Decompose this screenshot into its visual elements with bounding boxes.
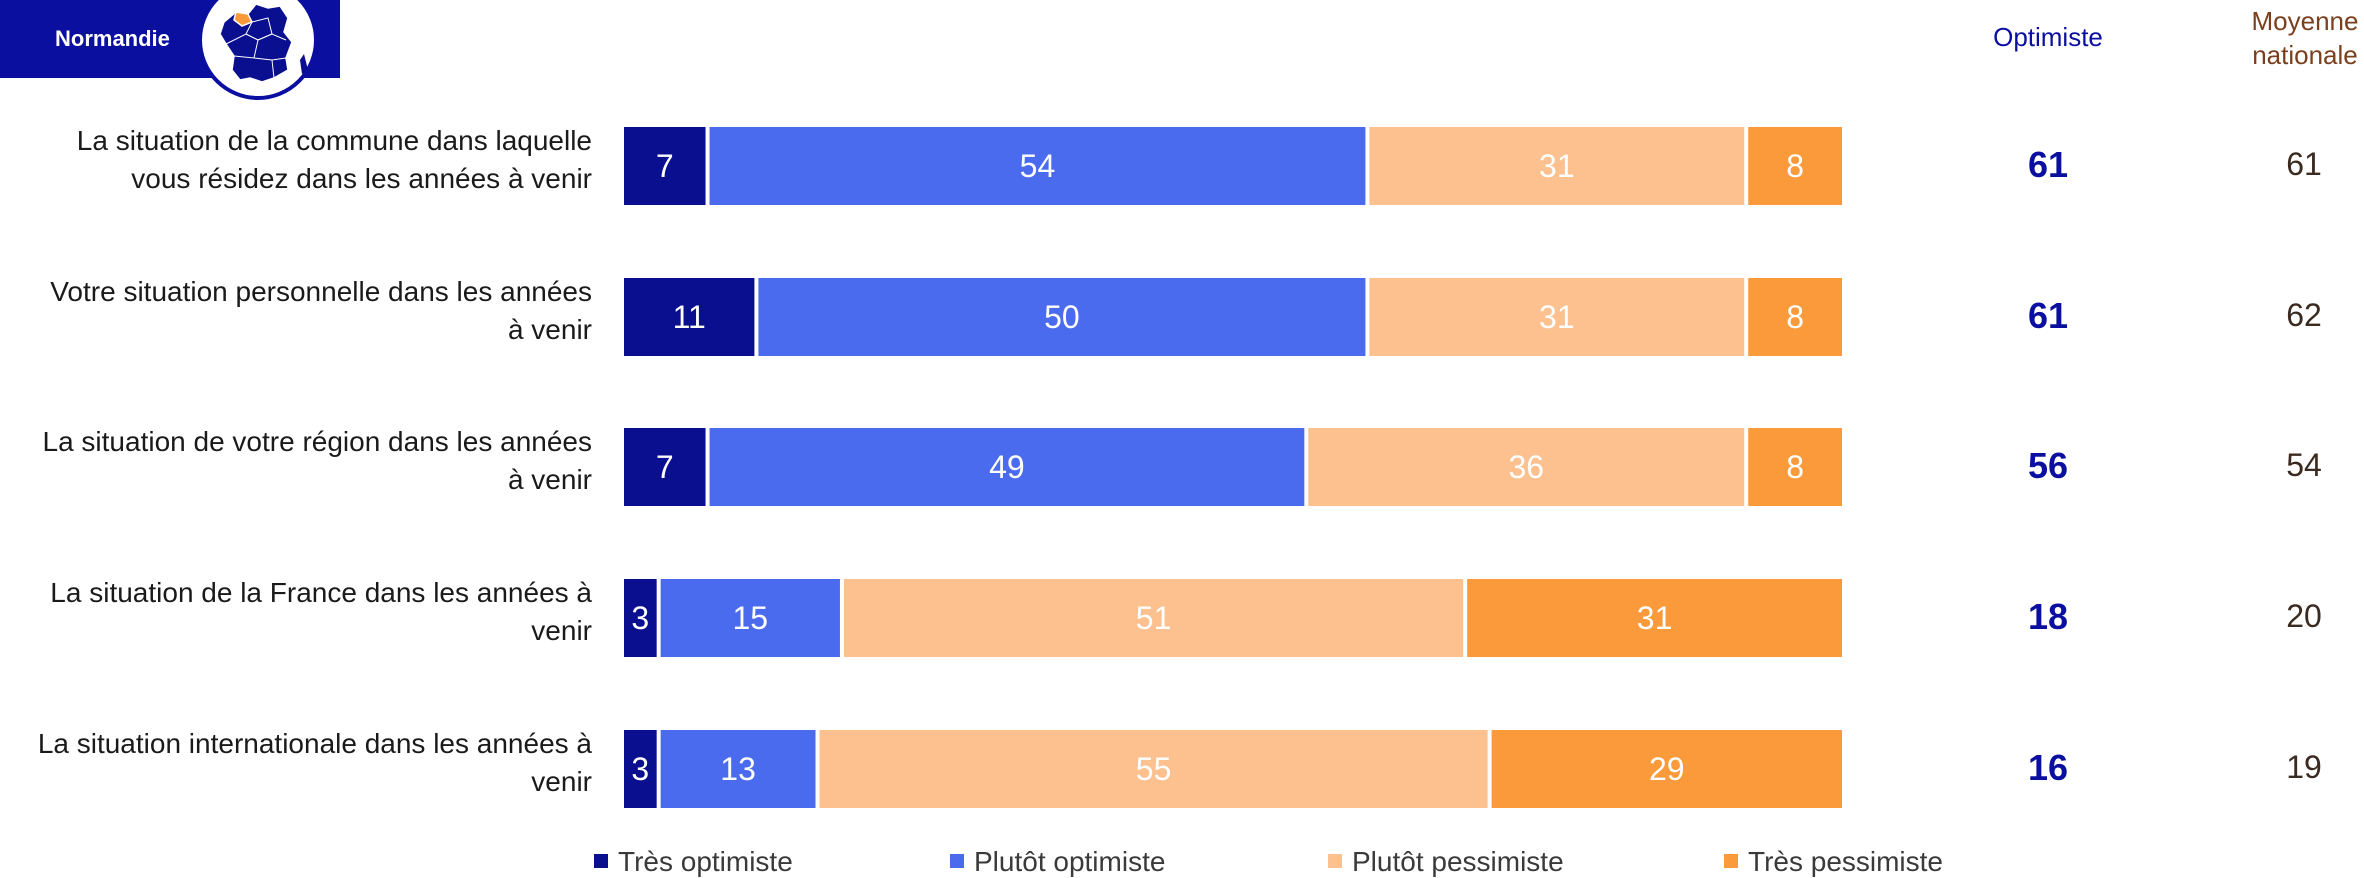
bar-label-tres-optimiste-row-4: 3	[631, 600, 649, 636]
bar-label-plutot-pessimiste-row-5: 55	[1136, 751, 1172, 787]
legend-swatch-plutot-optimiste	[950, 854, 964, 868]
moyenne-nationale-value-row-1: 61	[2286, 146, 2322, 182]
row-label-5-line-2: venir	[531, 766, 592, 797]
bar-tres-pessimiste-row-1	[1748, 127, 1842, 205]
bar-label-tres-optimiste-row-1: 7	[656, 148, 674, 184]
row-label-4-line-1: La situation de la France dans les année…	[50, 577, 592, 608]
legend-item-tres-optimiste: Très optimiste	[594, 846, 793, 877]
bar-plutot-pessimiste-row-4	[843, 579, 1464, 657]
row-label-4-line-2: venir	[531, 615, 592, 646]
legend-label-plutot-pessimiste: Plutôt pessimiste	[1352, 846, 1564, 877]
legend-label-tres-pessimiste: Très pessimiste	[1748, 846, 1944, 877]
bar-label-tres-optimiste-row-5: 3	[631, 751, 649, 787]
bar-tres-optimiste-row-1	[624, 127, 706, 205]
moyenne-nationale-column-header: Moyenne nationale	[2190, 4, 2364, 72]
bar-plutot-pessimiste-row-2	[1369, 278, 1745, 356]
bar-label-plutot-pessimiste-row-3: 36	[1508, 449, 1544, 485]
optimiste-value-row-2: 61	[2027, 295, 2069, 336]
optimiste-value-row-4: 18	[2027, 596, 2069, 637]
legend-item-tres-pessimiste: Très pessimiste	[1724, 846, 1944, 877]
legend-swatch-plutot-pessimiste	[1328, 854, 1342, 868]
bar-label-tres-pessimiste-row-4: 31	[1637, 600, 1673, 636]
row-label-5-line-1: La situation internationale dans les ann…	[37, 728, 592, 759]
row-label-1-line-2: vous résidez dans les années à venir	[131, 163, 592, 194]
optimiste-value-row-5: 16	[2027, 747, 2069, 788]
bar-tres-pessimiste-row-2	[1748, 278, 1842, 356]
legend-swatch-tres-optimiste	[594, 854, 608, 868]
bar-plutot-optimiste-row-2	[758, 278, 1366, 356]
row-label-2-line-1: Votre situation personnelle dans les ann…	[50, 276, 592, 307]
bar-label-tres-pessimiste-row-1: 8	[1786, 148, 1804, 184]
bar-plutot-optimiste-row-1	[709, 127, 1366, 205]
bar-plutot-optimiste-row-5	[660, 730, 816, 808]
bar-tres-optimiste-row-2	[624, 278, 755, 356]
optimiste-column-header: Optimiste	[1993, 22, 2103, 52]
legend-item-plutot-optimiste: Plutôt optimiste	[950, 846, 1166, 877]
france-map-icon	[198, 0, 318, 100]
bar-label-plutot-optimiste-row-2: 50	[1044, 299, 1080, 335]
row-label-5: La situation internationale dans les ann…	[0, 725, 592, 801]
bar-plutot-pessimiste-row-1	[1369, 127, 1745, 205]
legend-label-plutot-optimiste: Plutôt optimiste	[974, 846, 1166, 877]
bar-label-tres-optimiste-row-2: 11	[673, 299, 706, 335]
bar-plutot-optimiste-row-4	[660, 579, 840, 657]
row-label-2: Votre situation personnelle dans les ann…	[0, 273, 592, 349]
moyenne-header-line1: Moyenne	[2251, 6, 2359, 36]
bar-label-tres-pessimiste-row-5: 29	[1649, 751, 1685, 787]
bar-tres-optimiste-row-4	[624, 579, 657, 657]
moyenne-nationale-value-row-4: 20	[2286, 598, 2322, 634]
bar-label-plutot-optimiste-row-3: 49	[989, 449, 1025, 485]
legend-swatch-tres-pessimiste	[1724, 854, 1738, 868]
region-name: Normandie	[55, 26, 170, 51]
row-label-4: La situation de la France dans les année…	[0, 574, 592, 650]
bar-plutot-pessimiste-row-3	[1308, 428, 1745, 506]
bar-tres-pessimiste-row-3	[1748, 428, 1842, 506]
bar-label-plutot-pessimiste-row-1: 31	[1539, 148, 1575, 184]
bar-label-plutot-optimiste-row-1: 54	[1020, 148, 1056, 184]
bar-label-plutot-pessimiste-row-2: 31	[1539, 299, 1575, 335]
row-label-3: La situation de votre région dans les an…	[0, 423, 593, 499]
moyenne-header-line2: nationale	[2252, 40, 2358, 70]
row-label-3-line-1: La situation de votre région dans les an…	[42, 426, 593, 457]
bar-label-plutot-optimiste-row-5: 13	[720, 751, 756, 787]
bar-tres-optimiste-row-3	[624, 428, 706, 506]
optimiste-value-row-3: 56	[2027, 445, 2069, 486]
bar-plutot-optimiste-row-3	[709, 428, 1305, 506]
moyenne-nationale-value-row-5: 19	[2286, 749, 2322, 785]
bar-tres-pessimiste-row-4	[1467, 579, 1842, 657]
moyenne-nationale-value-row-2: 62	[2286, 297, 2322, 333]
bar-label-plutot-pessimiste-row-4: 51	[1136, 600, 1172, 636]
bar-label-plutot-optimiste-row-4: 15	[733, 600, 769, 636]
moyenne-nationale-value-row-3: 54	[2286, 447, 2322, 483]
bar-label-tres-optimiste-row-3: 7	[656, 449, 674, 485]
bar-tres-optimiste-row-5	[624, 730, 657, 808]
row-label-2-line-2: à venir	[507, 314, 592, 345]
optimiste-value-row-1: 61	[2027, 144, 2069, 185]
row-label-3-line-2: à venir	[507, 464, 592, 495]
bar-tres-pessimiste-row-5	[1491, 730, 1842, 808]
bar-plutot-pessimiste-row-5	[819, 730, 1488, 808]
row-label-1-line-1: La situation de la commune dans laquelle	[76, 125, 592, 156]
bar-label-tres-pessimiste-row-3: 8	[1786, 449, 1804, 485]
legend-label-tres-optimiste: Très optimiste	[618, 846, 793, 877]
legend-item-plutot-pessimiste: Plutôt pessimiste	[1328, 846, 1564, 877]
row-label-1: La situation de la commune dans laquelle…	[0, 122, 592, 198]
bar-label-tres-pessimiste-row-2: 8	[1786, 299, 1804, 335]
